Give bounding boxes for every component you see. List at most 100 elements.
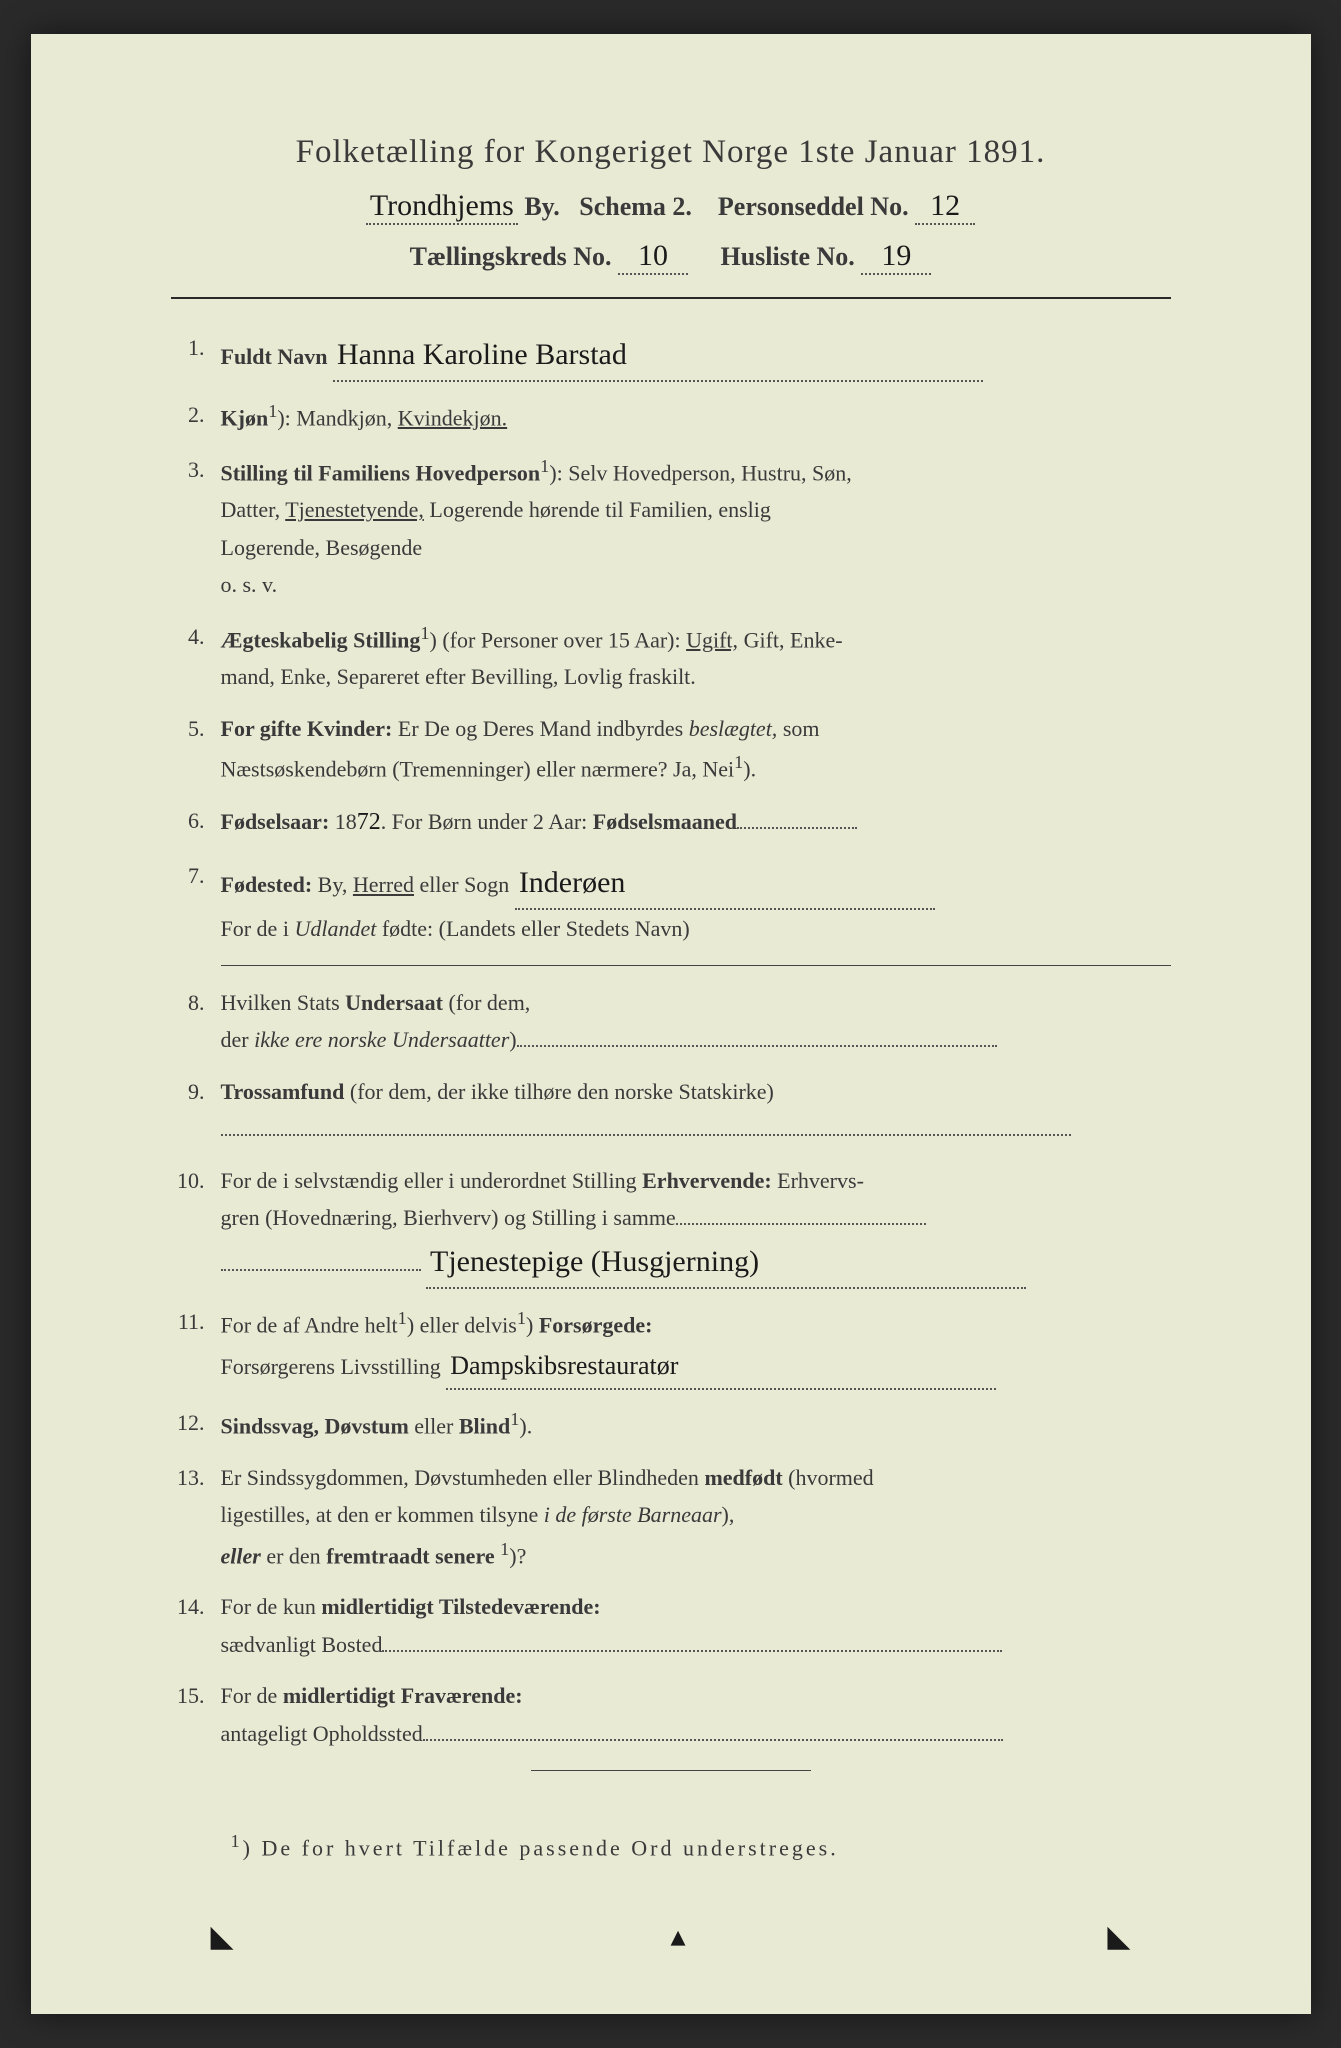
field-13-line3b: er den: [261, 1543, 326, 1568]
footnote-text: ) De for hvert Tilfælde passende Ord und…: [243, 1835, 839, 1860]
field-5: 5. For gifte Kvinder: Er De og Deres Man…: [171, 710, 1171, 788]
field-8: 8. Hvilken Stats Undersaat (for dem, der…: [171, 984, 1171, 1059]
husliste-label: Husliste No.: [720, 242, 854, 271]
field-8-line2b: ): [509, 1027, 516, 1052]
header-line-2: Trondhjems By. Schema 2. Personseddel No…: [171, 189, 1171, 225]
field-14-label: midlertidigt Tilstedeværende:: [321, 1594, 600, 1619]
field-7-line2b: fødte: (Landets eller Stedets Navn): [376, 916, 689, 941]
field-5-text2: som: [777, 716, 819, 741]
field-15-num: 15.: [171, 1677, 221, 1752]
field-11-text1: For de af Andre helt: [221, 1313, 398, 1338]
field-2-sup: 1: [268, 401, 277, 421]
field-4-sup: 1: [420, 623, 429, 643]
field-14-num: 14.: [171, 1588, 221, 1663]
field-13-num: 13.: [171, 1459, 221, 1575]
field-6-label2: Fødselsmaaned: [593, 809, 737, 834]
footnote: 1) De for hvert Tilfælde passende Ord un…: [171, 1831, 1171, 1861]
field-6-text2: . For Børn under 2 Aar:: [381, 809, 593, 834]
field-9-num: 9.: [171, 1073, 221, 1148]
field-15-line2: antageligt Opholdssted: [221, 1721, 423, 1746]
marker-right: ◣: [1107, 1919, 1130, 1954]
field-3-line3: Logerende, Besøgende: [221, 535, 423, 560]
field-12-text: eller: [409, 1414, 459, 1439]
field-15-blank: [423, 1739, 1003, 1741]
field-8-blank: [517, 1045, 997, 1047]
field-13-line3end: )?: [509, 1543, 526, 1568]
personseddel-no: 12: [915, 189, 975, 225]
personseddel-label: Personseddel No.: [718, 192, 909, 221]
field-11-sup1: 1: [398, 1308, 407, 1328]
field-9-label: Trossamfund: [221, 1079, 345, 1104]
field-13: 13. Er Sindssygdommen, Døvstumheden elle…: [171, 1459, 1171, 1575]
field-13-sup: 1: [500, 1539, 509, 1559]
field-8-text2: (for dem,: [443, 990, 530, 1015]
marker-mid: ▴: [671, 1919, 686, 1954]
field-1-num: 1.: [171, 329, 221, 382]
field-6: 6. Fødselsaar: 1872. For Børn under 2 Aa…: [171, 802, 1171, 843]
field-5-label: For gifte Kvinder:: [221, 716, 393, 741]
field-3-num: 3.: [171, 451, 221, 604]
field-4-num: 4.: [171, 618, 221, 696]
separator-1: [221, 965, 1171, 966]
census-form-page: Folketælling for Kongeriget Norge 1ste J…: [31, 34, 1311, 2014]
field-3: 3. Stilling til Familiens Hovedperson1):…: [171, 451, 1171, 604]
field-11-label: Forsørgede:: [539, 1313, 653, 1338]
field-2-num: 2.: [171, 396, 221, 437]
field-11-text3: ): [526, 1313, 539, 1338]
field-8-line2i: ikke ere norske Undersaatter: [254, 1027, 509, 1052]
field-11-text2: ) eller delvis: [407, 1313, 517, 1338]
field-10-label: Erhvervende:: [642, 1168, 772, 1193]
field-4-text2: Gift, Enke-: [738, 627, 842, 652]
field-12: 12. Sindssvag, Døvstum eller Blind1).: [171, 1404, 1171, 1445]
field-1: 1. Fuldt Navn Hanna Karoline Barstad: [171, 329, 1171, 382]
field-14-text1: For de kun: [221, 1594, 322, 1619]
footnote-sup: 1: [231, 1831, 243, 1851]
field-3-sup: 1: [540, 456, 549, 476]
field-13-line2a: ligestilles, at den er kommen tilsyne: [221, 1502, 544, 1527]
field-13-line2b: ),: [722, 1502, 735, 1527]
field-12-end: ).: [519, 1414, 532, 1439]
separator-2: [531, 1770, 811, 1771]
field-13-line3bold: fremtraadt senere: [326, 1543, 494, 1568]
field-2-text: ): Mandkjøn,: [277, 405, 397, 430]
field-15-text1: For de: [221, 1683, 283, 1708]
field-7-line2a: For de i: [221, 916, 295, 941]
field-9-blank: [221, 1134, 1071, 1136]
field-4-label: Ægteskabelig Stilling: [221, 627, 421, 652]
field-7-text1: By,: [312, 872, 353, 897]
field-3-line2a: Datter,: [221, 497, 286, 522]
header-line-3: Tællingskreds No. 10 Husliste No. 19: [171, 239, 1171, 275]
field-13-text2: (hvormed: [783, 1465, 874, 1490]
field-5-sup: 1: [734, 752, 743, 772]
field-8-line2a: der: [221, 1027, 255, 1052]
field-10-text2: Erhvervs-: [772, 1168, 864, 1193]
field-3-line4: o. s. v.: [221, 572, 278, 597]
field-3-line1: ): Selv Hovedperson, Hustru, Søn,: [549, 460, 851, 485]
field-14-blank: [382, 1650, 1002, 1652]
field-11: 11. For de af Andre helt1) eller delvis1…: [171, 1303, 1171, 1390]
field-7-underlined: Herred: [353, 872, 414, 897]
husliste-no: 19: [861, 239, 931, 275]
field-7-line2i: Udlandet: [294, 916, 376, 941]
field-10: 10. For de i selvstændig eller i underor…: [171, 1162, 1171, 1290]
field-5-line2: Næstsøskendebørn (Tremenninger) eller næ…: [221, 756, 735, 781]
field-8-label: Undersaat: [345, 990, 443, 1015]
field-5-text1: Er De og Deres Mand indbyrdes: [392, 716, 688, 741]
field-13-line3a: eller: [221, 1543, 261, 1568]
field-10-line2: gren (Hovednæring, Bierhverv) og Stillin…: [221, 1205, 676, 1230]
field-2: 2. Kjøn1): Mandkjøn, Kvindekjøn.: [171, 396, 1171, 437]
field-7-num: 7.: [171, 857, 221, 947]
taellingskreds-no: 10: [618, 239, 688, 275]
field-3-label: Stilling til Familiens Hovedperson: [221, 460, 541, 485]
field-12-label: Sindssvag, Døvstum: [221, 1414, 409, 1439]
city-suffix: By.: [524, 192, 559, 221]
field-9-text: (for dem, der ikke tilhøre den norske St…: [344, 1079, 773, 1104]
field-13-line2i: i de første Barneaar: [544, 1502, 722, 1527]
field-7-place: Inderøen: [515, 857, 935, 910]
field-10-blank2: [221, 1269, 421, 1271]
field-11-sup2: 1: [517, 1308, 526, 1328]
field-11-value: Dampskibsrestauratør: [446, 1344, 996, 1390]
field-1-label: Fuldt Navn: [221, 344, 328, 369]
field-10-num: 10.: [171, 1162, 221, 1290]
field-2-underlined: Kvindekjøn.: [398, 405, 507, 430]
